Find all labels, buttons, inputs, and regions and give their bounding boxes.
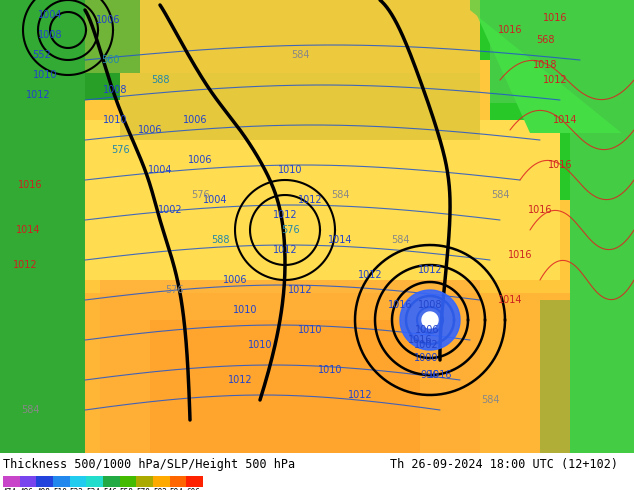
Polygon shape	[85, 293, 570, 453]
Text: 576: 576	[191, 190, 209, 200]
Text: 1002: 1002	[158, 205, 183, 215]
Text: 1008: 1008	[38, 30, 62, 40]
Text: 1014: 1014	[553, 115, 577, 125]
Bar	[3, 476, 20, 487]
Text: 486: 486	[20, 488, 34, 490]
Bar	[186, 476, 203, 487]
Text: 1012: 1012	[13, 260, 37, 270]
Text: 1006: 1006	[96, 15, 120, 25]
Text: 1006: 1006	[183, 115, 207, 125]
Polygon shape	[85, 0, 480, 73]
Text: 1006: 1006	[223, 275, 247, 285]
Text: 558: 558	[120, 488, 134, 490]
Text: 1000: 1000	[414, 353, 438, 363]
Text: 474: 474	[3, 488, 17, 490]
Text: 1006: 1006	[415, 325, 439, 335]
Text: 1016: 1016	[527, 205, 552, 215]
Bar	[103, 476, 120, 487]
Bar	[86, 476, 103, 487]
Text: 498: 498	[36, 488, 50, 490]
Text: 552: 552	[32, 50, 51, 60]
Text: 1012: 1012	[543, 75, 567, 85]
Text: 1008: 1008	[103, 85, 127, 95]
Polygon shape	[570, 0, 634, 453]
Text: 1012: 1012	[418, 265, 443, 275]
Text: 576: 576	[111, 145, 129, 155]
Polygon shape	[490, 0, 634, 103]
Text: 582: 582	[153, 488, 167, 490]
Text: 1016: 1016	[428, 370, 452, 380]
Text: 1010: 1010	[278, 165, 302, 175]
Text: 1016: 1016	[408, 335, 432, 345]
Text: 1010: 1010	[318, 365, 342, 375]
Text: 1014: 1014	[498, 295, 522, 305]
Text: 1016: 1016	[388, 300, 412, 310]
Text: 1012: 1012	[358, 270, 382, 280]
Text: 1002: 1002	[414, 340, 438, 350]
Text: 560: 560	[101, 55, 119, 65]
Text: 1016: 1016	[498, 25, 522, 35]
Text: Thickness 500/1000 hPa/SLP/Height 500 hPa: Thickness 500/1000 hPa/SLP/Height 500 hP…	[3, 458, 295, 471]
Text: Th 26-09-2024 18:00 UTC (12+102): Th 26-09-2024 18:00 UTC (12+102)	[390, 458, 618, 471]
Text: 584: 584	[331, 190, 349, 200]
Text: 1012: 1012	[228, 375, 252, 385]
Text: 1010: 1010	[33, 70, 57, 80]
Bar	[136, 476, 153, 487]
Text: 1012: 1012	[288, 285, 313, 295]
Bar	[20, 476, 36, 487]
Text: 1012: 1012	[26, 90, 50, 100]
Polygon shape	[422, 312, 438, 328]
Text: 584: 584	[481, 395, 499, 405]
Text: 584: 584	[391, 235, 410, 245]
Text: 570: 570	[136, 488, 150, 490]
Text: 1016: 1016	[508, 250, 533, 260]
Bar	[53, 476, 70, 487]
Text: 996: 996	[421, 370, 439, 380]
Bar	[36, 476, 53, 487]
Text: 1014: 1014	[16, 225, 40, 235]
Text: 584: 584	[491, 190, 509, 200]
Text: 1010: 1010	[103, 115, 127, 125]
Text: 1014: 1014	[328, 235, 353, 245]
Text: 1016: 1016	[543, 13, 567, 23]
Text: 1004: 1004	[38, 10, 62, 20]
Text: 1018: 1018	[533, 60, 557, 70]
Polygon shape	[400, 290, 460, 350]
Polygon shape	[0, 0, 85, 453]
Text: 576: 576	[281, 225, 299, 235]
Text: 1012: 1012	[298, 195, 322, 205]
Polygon shape	[0, 0, 140, 73]
Text: 546: 546	[103, 488, 117, 490]
Text: 588: 588	[151, 75, 169, 85]
Text: 510: 510	[53, 488, 67, 490]
Text: 584: 584	[291, 50, 309, 60]
Bar	[170, 476, 186, 487]
Text: 1016: 1016	[18, 180, 42, 190]
Polygon shape	[470, 0, 634, 143]
Bar	[120, 476, 136, 487]
Text: 1010: 1010	[248, 340, 272, 350]
Text: 1016: 1016	[548, 160, 573, 170]
Text: 522: 522	[70, 488, 84, 490]
Text: 1012: 1012	[273, 210, 297, 220]
Polygon shape	[470, 0, 634, 133]
Text: 1012: 1012	[273, 245, 297, 255]
Text: 1004: 1004	[148, 165, 172, 175]
Text: 606: 606	[186, 488, 200, 490]
Text: 1008: 1008	[418, 300, 443, 310]
Text: 1006: 1006	[188, 155, 212, 165]
Text: 1010: 1010	[298, 325, 322, 335]
Text: 588: 588	[210, 235, 230, 245]
Text: 584: 584	[21, 405, 39, 415]
Text: 534: 534	[86, 488, 100, 490]
Bar	[70, 476, 86, 487]
Text: 1010: 1010	[233, 305, 257, 315]
Text: 1012: 1012	[347, 390, 372, 400]
Text: 594: 594	[170, 488, 183, 490]
Text: 1006: 1006	[138, 125, 162, 135]
Bar	[153, 476, 170, 487]
Text: 568: 568	[536, 35, 554, 45]
Text: 576: 576	[165, 285, 184, 295]
Text: 1004: 1004	[203, 195, 227, 205]
